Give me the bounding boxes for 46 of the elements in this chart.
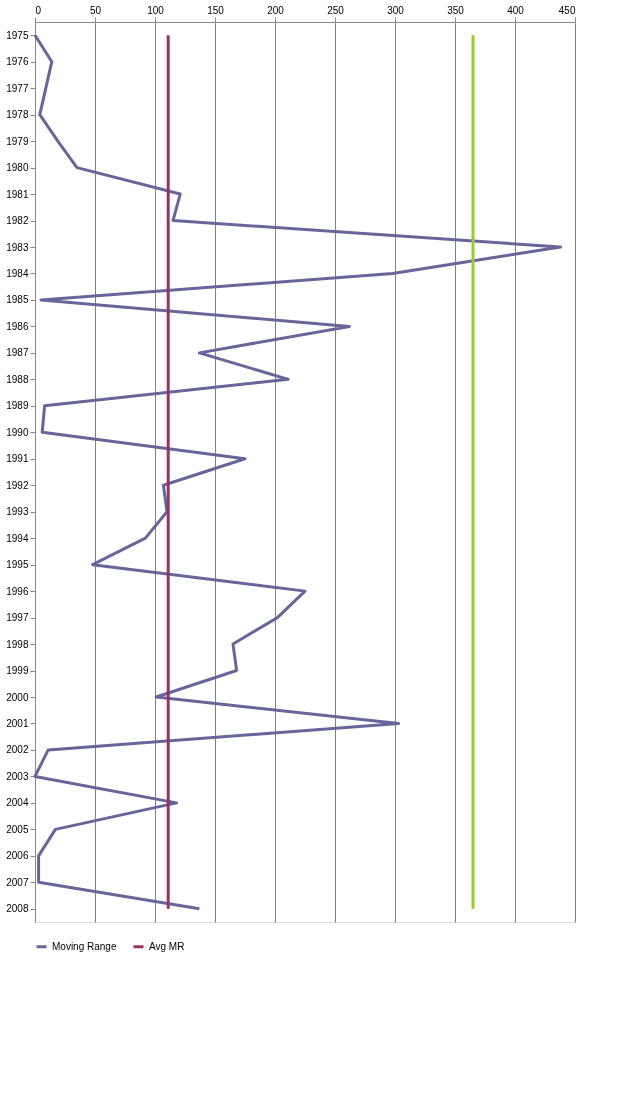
x-tick-label: 250 — [327, 4, 345, 16]
y-tick-label: 1986 — [6, 320, 29, 332]
y-tick-label: 1983 — [6, 241, 29, 253]
y-tick-label: 1977 — [6, 82, 29, 94]
y-tick-label: 1988 — [6, 373, 29, 385]
y-tick-label: 1991 — [6, 453, 29, 465]
y-tick-label: 1980 — [6, 162, 29, 174]
y-tick-label: 1987 — [6, 347, 29, 359]
y-tick-label: 2004 — [6, 797, 29, 809]
y-tick-label: 1975 — [6, 29, 29, 41]
y-tick-label: 2003 — [6, 770, 29, 782]
y-tick-label: 1996 — [6, 585, 29, 597]
x-tick-label: 200 — [267, 4, 285, 16]
y-tick-label: 1994 — [6, 532, 29, 544]
x-tick-label: 350 — [447, 4, 465, 16]
x-tick-label: 50 — [89, 4, 102, 16]
x-tick-label: 0 — [35, 4, 42, 16]
x-tick-label: 400 — [507, 4, 525, 16]
y-tick-label: 1995 — [6, 559, 29, 571]
y-tick-label: 1985 — [6, 294, 29, 306]
x-tick-label: 100 — [147, 4, 165, 16]
y-tick-label: 2001 — [6, 717, 29, 729]
y-tick-label: 1999 — [6, 665, 29, 677]
y-tick-label: 1984 — [6, 267, 29, 279]
y-tick-label: 1982 — [6, 215, 29, 227]
x-tick-label: 150 — [207, 4, 225, 16]
y-tick-label: 2000 — [6, 691, 29, 703]
x-tick-label: 300 — [387, 4, 405, 16]
y-tick-label: 1992 — [6, 479, 29, 491]
y-tick-label: 1979 — [6, 135, 29, 147]
y-tick-label: 1993 — [6, 506, 29, 518]
y-tick-label: 1978 — [6, 109, 29, 121]
y-tick-label: 2007 — [6, 876, 29, 888]
x-tick-label: 450 — [558, 4, 576, 16]
y-tick-label: 1990 — [6, 426, 29, 438]
y-tick-label: 2006 — [6, 850, 29, 862]
y-tick-label: 2005 — [6, 823, 29, 835]
legend-label: Avg MR — [149, 940, 185, 952]
y-tick-label: 2008 — [6, 903, 29, 915]
y-tick-label: 1976 — [6, 56, 29, 68]
legend-label: Moving Range — [52, 940, 117, 952]
y-tick-label: 2002 — [6, 744, 29, 756]
y-tick-label: 1998 — [6, 638, 29, 650]
y-tick-label: 1989 — [6, 400, 29, 412]
y-tick-label: 1981 — [6, 188, 29, 200]
y-tick-label: 1997 — [6, 612, 29, 624]
